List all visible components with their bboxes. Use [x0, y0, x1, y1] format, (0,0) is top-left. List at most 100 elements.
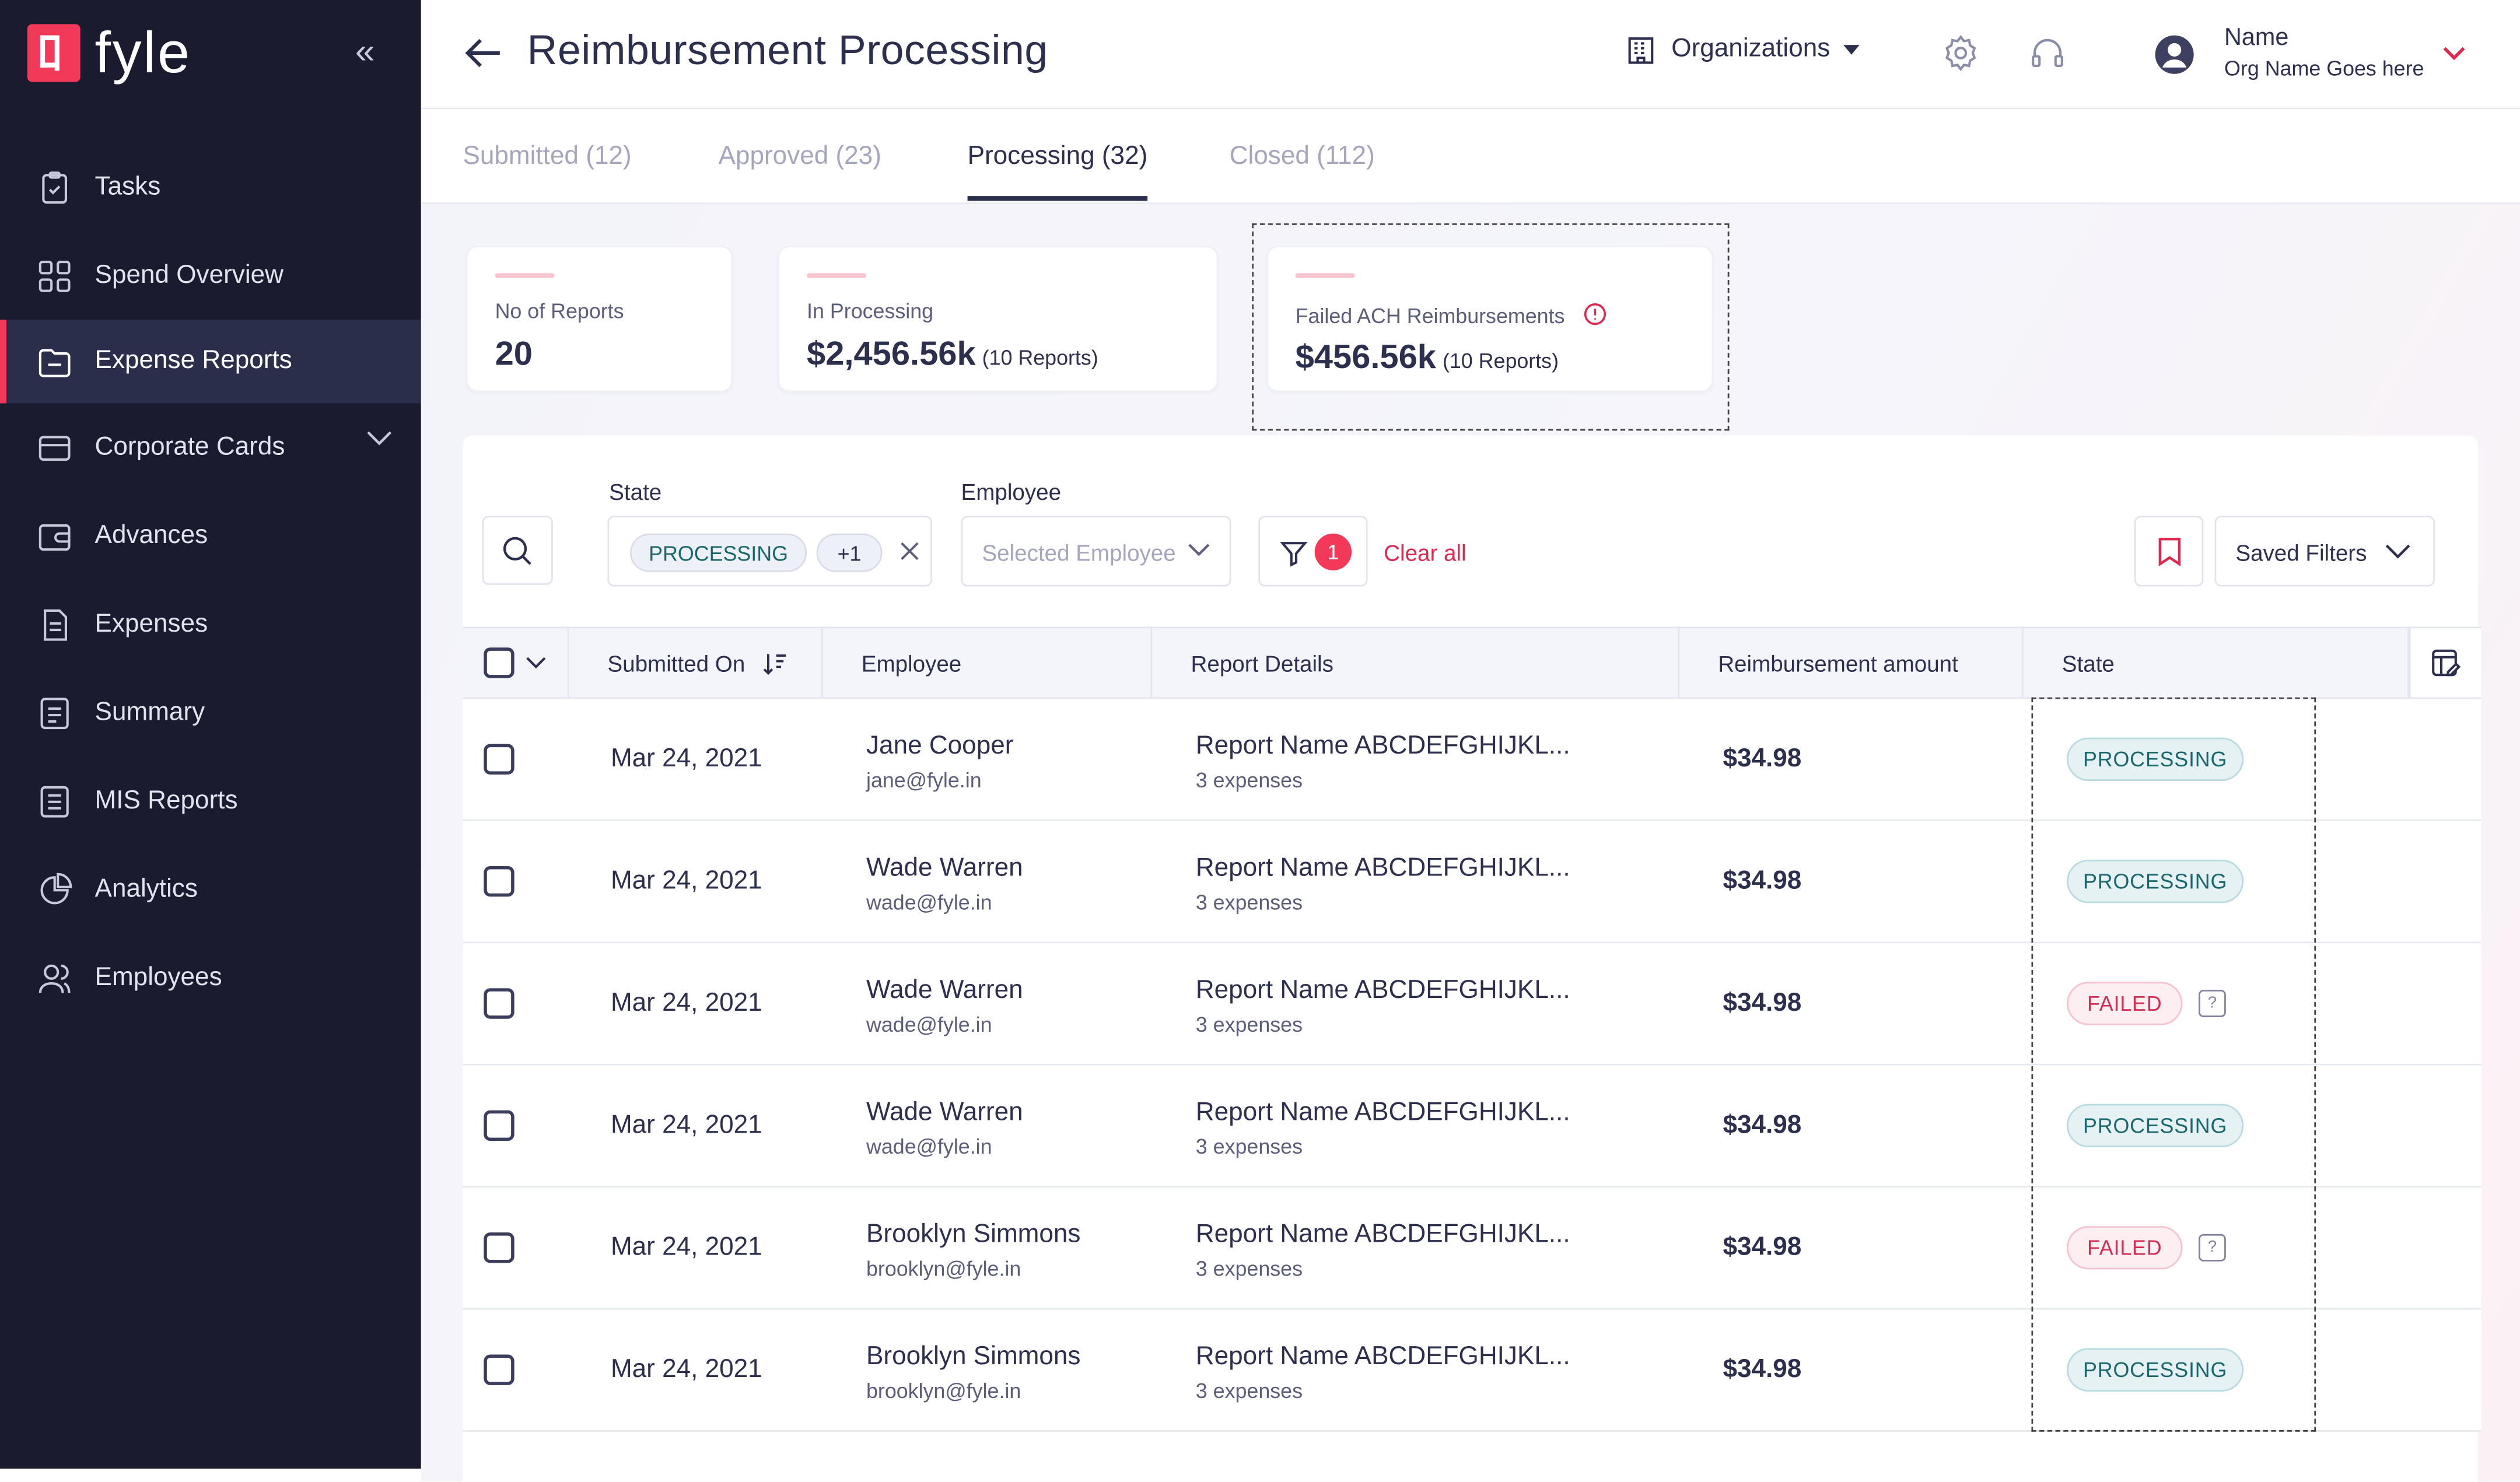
report-doc-icon	[37, 783, 72, 819]
help-icon[interactable]: ?	[2198, 1234, 2226, 1262]
column-settings-button[interactable]	[2409, 628, 2482, 698]
table-row[interactable]: Mar 24, 2021 Wade Warren wade@fyle.in Re…	[463, 1065, 2482, 1188]
column-employee[interactable]: Employee	[823, 628, 1153, 698]
employee-name: Jane Cooper	[866, 733, 1014, 761]
sidebar-item-expense-reports[interactable]: Expense Reports	[0, 320, 421, 404]
gear-icon[interactable]	[1941, 34, 1980, 72]
report-expense-count: 3 expenses	[1195, 1134, 1303, 1159]
sidebar-item-label: Summary	[94, 698, 205, 726]
column-reimbursement-amount[interactable]: Reimbursement amount	[1679, 628, 2024, 698]
table-row[interactable]: Mar 24, 2021 Wade Warren wade@fyle.in Re…	[463, 943, 2482, 1066]
bookmark-button[interactable]	[2134, 516, 2204, 587]
tab-submitted[interactable]: Submitted (12)	[463, 143, 632, 171]
report-name[interactable]: Report Name ABCDEFGHIJKL...	[1195, 733, 1570, 761]
tab-approved[interactable]: Approved (23)	[718, 143, 881, 171]
sidebar-item-label: Spend Overview	[94, 261, 284, 289]
report-name[interactable]: Report Name ABCDEFGHIJKL...	[1195, 854, 1570, 882]
card-accent	[495, 273, 555, 278]
report-name[interactable]: Report Name ABCDEFGHIJKL...	[1195, 1343, 1570, 1371]
sidebar-item-spend-overview[interactable]: Spend Overview	[0, 232, 421, 320]
fyle-logo-icon	[27, 24, 80, 82]
caret-down-icon	[1843, 45, 1859, 55]
stat-label: In Processing	[807, 299, 934, 323]
column-state[interactable]: State	[2024, 628, 2409, 698]
state-chip-more[interactable]: +1	[816, 533, 883, 572]
search-button[interactable]	[482, 516, 553, 585]
table-row[interactable]: Mar 24, 2021 Wade Warren wade@fyle.in Re…	[463, 821, 2482, 944]
close-icon[interactable]	[895, 537, 925, 566]
collapse-sidebar-icon[interactable]: «	[355, 30, 375, 71]
sidebar-item-advances[interactable]: Advances	[0, 492, 421, 580]
row-checkbox[interactable]	[484, 988, 514, 1019]
stat-amount: $456.56k	[1295, 339, 1436, 376]
clear-all-link[interactable]: Clear all	[1384, 539, 1466, 566]
report-name[interactable]: Report Name ABCDEFGHIJKL...	[1195, 977, 1570, 1004]
sidebar-item-expenses[interactable]: Expenses	[0, 580, 421, 669]
select-all-checkbox[interactable]	[484, 647, 514, 678]
tab-closed[interactable]: Closed (112)	[1229, 143, 1375, 171]
row-checkbox[interactable]	[484, 1110, 514, 1141]
report-expense-count: 3 expenses	[1195, 1012, 1303, 1037]
reimbursement-amount: $34.98	[1723, 867, 1802, 895]
brand-logo[interactable]: fyle	[27, 23, 191, 82]
column-report-details[interactable]: Report Details	[1152, 628, 1680, 698]
chevron-down-icon[interactable]	[366, 430, 392, 447]
saved-filters-dropdown[interactable]: Saved Filters	[2214, 516, 2435, 587]
sidebar: fyle « Tasks Spend Overview Expense Rep	[0, 0, 421, 1469]
sidebar-item-analytics[interactable]: Analytics	[0, 845, 421, 934]
top-header: Reimbursement Processing Organizations N…	[421, 0, 2520, 110]
report-expense-count: 3 expenses	[1195, 768, 1303, 793]
state-filter[interactable]: PROCESSING +1	[607, 516, 932, 587]
stat-sub: (10 Reports)	[1442, 348, 1559, 373]
search-icon	[503, 536, 531, 565]
list-doc-icon	[37, 695, 72, 731]
submitted-date: Mar 24, 2021	[610, 990, 762, 1017]
filter-icon	[1280, 542, 1308, 567]
row-checkbox[interactable]	[484, 1354, 514, 1385]
tab-processing[interactable]: Processing (32)	[967, 143, 1148, 201]
stat-card-failed-ach[interactable]: Failed ACH Reimbursements $456.56k (10 Re…	[1266, 246, 1713, 393]
organizations-dropdown[interactable]: Organizations	[1626, 36, 1859, 65]
table-header: Submitted On Employee Report Details Rei…	[463, 626, 2482, 699]
headset-icon[interactable]	[2028, 34, 2067, 72]
employee-name: Brooklyn Simmons	[866, 1343, 1081, 1371]
employee-filter[interactable]: Selected Employee	[961, 516, 1231, 587]
help-icon[interactable]: ?	[2198, 990, 2226, 1017]
sidebar-item-mis-reports[interactable]: MIS Reports	[0, 757, 421, 846]
chevron-down-icon[interactable]	[2443, 45, 2466, 61]
table-row[interactable]: Mar 24, 2021 Brooklyn Simmons brooklyn@f…	[463, 1187, 2482, 1310]
stat-value: 20	[495, 335, 533, 373]
stat-value: $2,456.56k (10 Reports)	[807, 336, 1098, 374]
employee-name: Brooklyn Simmons	[866, 1221, 1081, 1249]
report-name[interactable]: Report Name ABCDEFGHIJKL...	[1195, 1221, 1570, 1249]
alert-circle-icon[interactable]	[1583, 302, 1607, 326]
sidebar-item-employees[interactable]: Employees	[0, 934, 421, 1022]
chevron-down-icon	[2385, 544, 2410, 559]
chevron-down-icon	[1188, 544, 1210, 556]
stat-label: Failed ACH Reimbursements	[1296, 302, 1608, 328]
avatar[interactable]	[2154, 34, 2196, 76]
sidebar-item-corporate-cards[interactable]: Corporate Cards	[0, 404, 421, 492]
sidebar-item-tasks[interactable]: Tasks	[0, 143, 421, 232]
row-checkbox[interactable]	[484, 866, 514, 897]
column-submitted-on[interactable]: Submitted On	[569, 628, 823, 698]
chevron-down-icon[interactable]	[526, 656, 547, 670]
submitted-date: Mar 24, 2021	[610, 867, 762, 895]
sort-icon[interactable]	[761, 650, 787, 675]
failed-card-highlight	[1252, 223, 1730, 431]
table-row[interactable]: Mar 24, 2021 Brooklyn Simmons brooklyn@f…	[463, 1309, 2482, 1432]
stat-card-reports: No of Reports 20	[466, 246, 733, 393]
state-filter-label: State	[609, 479, 662, 505]
table-row[interactable]: Mar 24, 2021 Jane Cooper jane@fyle.in Re…	[463, 699, 2482, 821]
pie-chart-icon	[37, 872, 72, 908]
employee-name: Wade Warren	[866, 854, 1023, 882]
report-name[interactable]: Report Name ABCDEFGHIJKL...	[1195, 1099, 1570, 1127]
row-checkbox[interactable]	[484, 744, 514, 775]
filter-button[interactable]: 1	[1258, 516, 1368, 587]
submitted-date: Mar 24, 2021	[610, 1112, 762, 1140]
row-checkbox[interactable]	[484, 1232, 514, 1263]
back-arrow-icon[interactable]	[463, 32, 505, 74]
sidebar-item-summary[interactable]: Summary	[0, 668, 421, 757]
report-expense-count: 3 expenses	[1195, 1378, 1303, 1403]
state-chip-processing[interactable]: PROCESSING	[630, 533, 807, 572]
